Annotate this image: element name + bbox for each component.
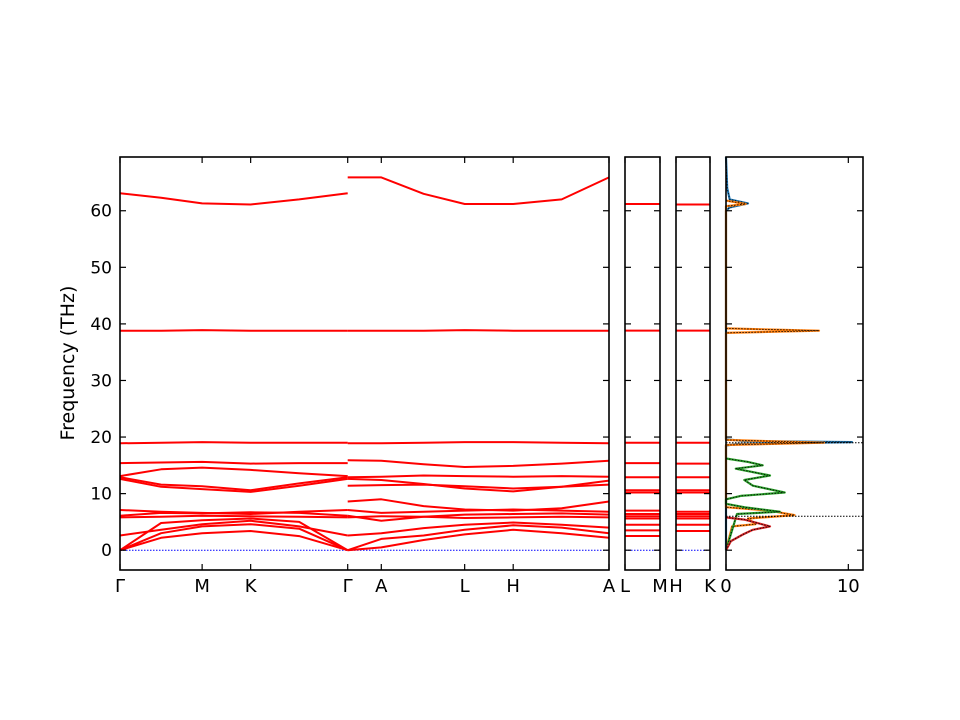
k-point-label: H: [669, 576, 683, 597]
dos-x-tick-label: 0: [720, 576, 731, 597]
phonon-band-line: [347, 477, 610, 493]
phonon-band-line: [347, 524, 610, 552]
phonon-band-line: [119, 517, 349, 552]
phonon-band-line: [119, 192, 348, 206]
dos-total-dotted-line: [725, 517, 771, 551]
panel-frame: [624, 156, 661, 571]
phonon-band-line: [347, 508, 610, 514]
phonon-band-line: [347, 528, 610, 552]
dos-total-dotted-line: [725, 200, 824, 551]
phonon-band-line: [347, 441, 610, 445]
panel-frame: [119, 156, 610, 571]
dos-series-line: [724, 199, 825, 551]
k-point-label: A: [375, 576, 388, 597]
y-axis-label: Frequency (THz): [57, 286, 79, 441]
k-point-label: H: [506, 576, 520, 597]
phonon-band-line: [119, 523, 349, 552]
dos-x-tick-label: 10: [837, 576, 860, 597]
k-point-label: L: [460, 576, 470, 597]
dos-series-line: [724, 156, 854, 551]
phonon-band-line: [119, 519, 348, 537]
phonon-band-line: [119, 441, 348, 445]
y-tick-label: 40: [90, 315, 112, 335]
k-point-label: Γ: [115, 576, 125, 597]
phonon-band-line: [119, 477, 348, 493]
phonon-band-line: [347, 512, 610, 522]
k-point-label: M: [652, 576, 668, 597]
k-point-label: K: [704, 576, 717, 597]
y-tick-label: 20: [90, 428, 112, 448]
phonon-band-line: [347, 498, 610, 512]
phonon-band-line: [119, 476, 348, 492]
phonon-band-line: [347, 521, 610, 537]
phonon-band-line: [119, 466, 348, 478]
phonon-band-line: [119, 509, 348, 515]
phonon-band-line: [347, 459, 610, 468]
y-tick-label: 50: [90, 258, 112, 278]
panel-frame: [675, 156, 711, 571]
band-panel-main: Γ M K Γ A L H A 0 10 20 30 40 50 60: [90, 156, 616, 597]
dos-series-line: [725, 516, 772, 551]
phonon-band-line: [347, 176, 610, 205]
k-point-label: A: [603, 576, 616, 597]
k-point-label: Γ: [343, 576, 353, 597]
phonon-band-line: [347, 329, 609, 332]
k-point-label: K: [245, 576, 258, 597]
y-tick-label: 10: [90, 485, 112, 505]
phonon-band-line: [119, 460, 348, 465]
panel-frame: [725, 156, 864, 571]
phonon-band-line: [119, 514, 348, 519]
k-point-label: L: [620, 576, 630, 597]
dos-total-dotted-line: [725, 156, 853, 551]
dos-total-dotted-line: [725, 458, 785, 551]
dos-panel: 0 10: [720, 156, 864, 597]
y-tick-label: 30: [90, 371, 112, 391]
phonon-band-line: [347, 474, 610, 479]
y-tick-label: 0: [101, 541, 112, 561]
k-point-label: M: [194, 576, 210, 597]
phonon-band-line: [120, 329, 348, 332]
phonon-band-line: [347, 515, 610, 519]
y-tick-label: 60: [90, 202, 112, 222]
phonon-band-line: [119, 530, 348, 552]
